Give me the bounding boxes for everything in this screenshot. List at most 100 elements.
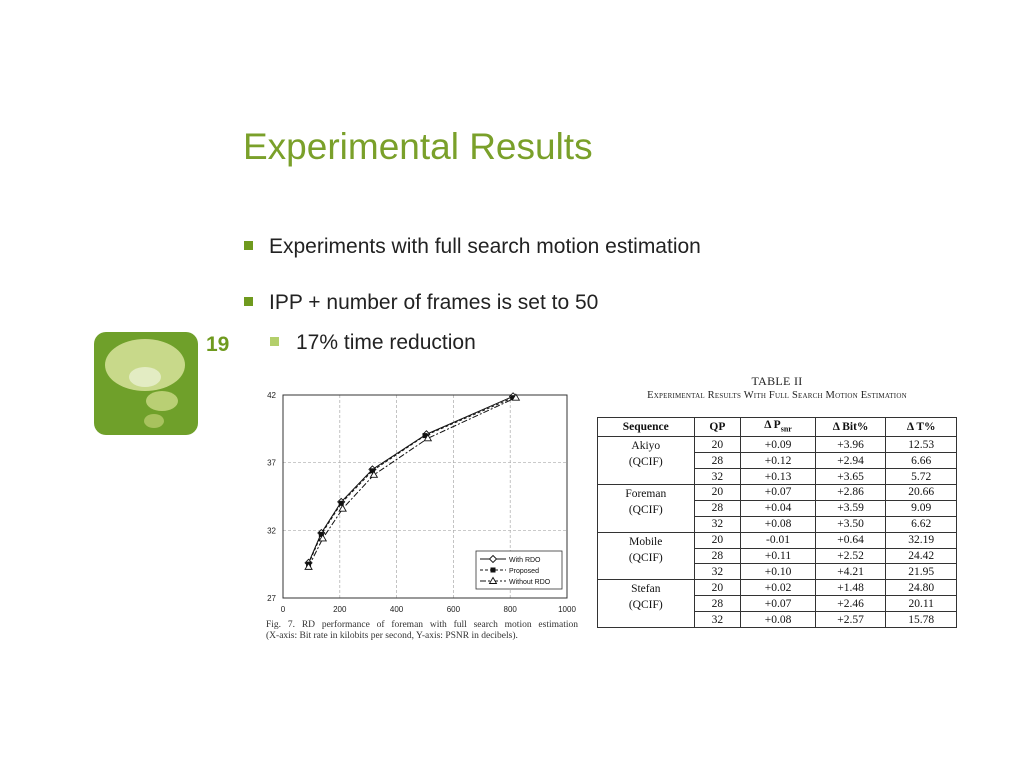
sequence-name: Foreman	[625, 487, 667, 500]
bullet-item: Experiments with full search motion esti…	[244, 235, 701, 259]
data-point-triangle	[338, 504, 347, 512]
series-line	[308, 395, 514, 564]
delta-psnr-cell: +0.07	[740, 483, 816, 501]
delta-time-cell: 15.78	[885, 611, 957, 628]
series-line	[308, 397, 514, 565]
sequence-format: (QCIF)	[628, 456, 663, 469]
header-delta-psnr: Δ Psnr	[740, 416, 816, 438]
data-point-triangle	[511, 393, 521, 401]
delta-psnr-cell: -0.01	[740, 531, 816, 549]
legend-label: Proposed	[509, 568, 539, 575]
table-row: Mobile (QCIF) 20 -0.01 +0.64 32.19	[597, 531, 957, 581]
bubble-medium	[146, 391, 178, 411]
delta-bit-cell: +2.57	[814, 611, 887, 628]
table-row: 32 +0.10 +4.21 21.95	[598, 563, 957, 581]
header-psnr-subscript: snr	[780, 424, 792, 434]
table-row: Foreman (QCIF) 20 +0.07 +2.86 20.66	[597, 483, 957, 533]
speech-bubble-logo-icon	[94, 332, 198, 435]
table-row: 32 +0.08 +3.50 6.62	[598, 515, 957, 533]
series-with-rdo	[304, 392, 518, 567]
table-subtitle: Experimental Results With Full Search Mo…	[647, 390, 907, 401]
bubble-highlight	[129, 367, 161, 387]
table-row: Stefan (QCIF) 20 +0.02 +1.48 24.80	[597, 579, 957, 628]
delta-psnr-cell: +0.02	[740, 579, 816, 597]
delta-bit-cell: +3.96	[814, 436, 887, 454]
table-row: 32 +0.13 +3.65 5.72	[598, 468, 957, 485]
chart-series	[304, 392, 521, 570]
delta-bit-cell: +2.52	[814, 547, 887, 565]
delta-bit-cell: +1.48	[814, 579, 887, 597]
delta-psnr-cell: +0.08	[740, 515, 816, 533]
y-tick-label: 27	[267, 594, 276, 603]
x-tick-label: 200	[333, 605, 347, 614]
x-tick-label: 400	[390, 605, 404, 614]
data-point-square	[369, 468, 375, 474]
qp-cell: 28	[693, 452, 742, 470]
caption-line: Fig. 7. RD performance of foreman with f…	[266, 620, 578, 630]
delta-time-cell: 12.53	[885, 436, 957, 454]
sequence-format: (QCIF)	[628, 551, 663, 564]
delta-bit-cell: +3.65	[814, 468, 887, 485]
delta-bit-cell: +3.50	[814, 515, 887, 533]
x-tick-label: 600	[447, 605, 461, 614]
legend-label: With RDO	[509, 557, 541, 564]
table-row: 28 +0.07 +2.46 20.11	[598, 595, 957, 613]
delta-psnr-cell: +0.13	[740, 468, 816, 485]
chart-ticks: 0 200 400 600 800 1000 27 32 37 42	[267, 391, 576, 614]
slide-title: Experimental Results	[243, 126, 593, 167]
x-tick-label: 1000	[558, 605, 576, 614]
qp-cell: 28	[693, 595, 742, 613]
delta-psnr-cell: +0.11	[740, 547, 816, 565]
header-qp: QP	[693, 416, 742, 438]
header-delta-bit: Δ Bit%	[814, 416, 887, 438]
data-point-square	[422, 433, 428, 439]
table-row: 28 +0.04 +3.59 9.09	[598, 499, 957, 517]
delta-bit-cell: +0.64	[814, 531, 887, 549]
chart-grid	[283, 395, 567, 598]
sequence-cell: Stefan (QCIF)	[597, 579, 695, 628]
data-point-diamond	[488, 554, 498, 564]
table-body: Akiyo (QCIF) 20 +0.09 +3.96 12.53 28 +0.12 +2.94…	[597, 436, 957, 628]
plot-frame	[282, 394, 568, 599]
data-point-square	[318, 531, 324, 537]
legend-label: Without RDO	[509, 579, 551, 586]
qp-cell: 20	[693, 579, 742, 597]
data-point-triangle	[304, 562, 313, 570]
bullet-item: IPP + number of frames is set to 50	[244, 291, 598, 315]
bullet-square-icon	[244, 241, 253, 250]
data-point-triangle	[369, 470, 379, 478]
sequence-name: Akiyo	[631, 440, 661, 453]
delta-psnr-cell: +0.12	[740, 452, 816, 470]
qp-cell: 20	[693, 436, 742, 454]
delta-time-cell: 9.09	[885, 499, 957, 517]
delta-bit-cell: +2.94	[814, 452, 887, 470]
qp-cell: 32	[693, 563, 742, 581]
delta-psnr-cell: +0.10	[740, 563, 816, 581]
sequence-cell: Akiyo (QCIF)	[597, 436, 695, 485]
table-row: 32 +0.08 +2.57 15.78	[598, 611, 957, 628]
delta-time-cell: 5.72	[885, 468, 957, 485]
series-without-rdo	[304, 393, 521, 570]
delta-bit-cell: +2.86	[814, 483, 887, 501]
sub-bullet-item: 17% time reduction	[270, 331, 476, 355]
y-tick-label: 37	[267, 459, 276, 468]
table-title: TABLE II	[751, 374, 803, 388]
table-row: 28 +0.12 +2.94 6.66	[598, 452, 957, 470]
delta-time-cell: 24.80	[885, 579, 957, 597]
delta-time-cell: 24.42	[885, 547, 957, 565]
delta-psnr-cell: +0.07	[740, 595, 816, 613]
sequence-name: Mobile	[629, 535, 663, 548]
qp-cell: 28	[693, 499, 742, 517]
header-delta-psnr-label: Δ P	[764, 419, 781, 431]
series-proposed	[306, 395, 516, 567]
sequence-cell: Foreman (QCIF)	[597, 483, 695, 533]
delta-psnr-cell: +0.04	[740, 499, 816, 517]
sequence-name: Stefan	[631, 583, 661, 596]
data-point-square	[338, 500, 344, 506]
table-row: Akiyo (QCIF) 20 +0.09 +3.96 12.53	[597, 436, 957, 485]
delta-psnr-cell: +0.08	[740, 611, 816, 628]
header-delta-time: Δ T%	[885, 416, 957, 438]
qp-cell: 32	[693, 468, 742, 485]
sequence-format: (QCIF)	[628, 599, 663, 612]
page-number: 19	[206, 333, 230, 356]
